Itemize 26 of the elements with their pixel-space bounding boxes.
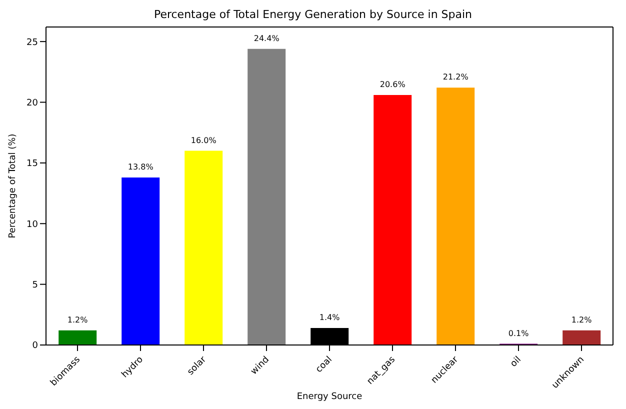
bar: [58, 330, 97, 345]
bar: [436, 88, 475, 345]
data-label: 0.1%: [508, 328, 530, 338]
y-tick-label: 15: [26, 159, 38, 170]
bar: [122, 178, 160, 345]
y-tick-label: 20: [26, 98, 38, 108]
bar: [374, 94, 412, 345]
y-tick-label: 5: [32, 280, 38, 291]
data-label: 1.4%: [319, 313, 340, 322]
data-label: 1.2%: [67, 315, 88, 324]
data-label: 24.4%: [254, 34, 280, 43]
data-label: 1.2%: [571, 315, 592, 324]
data-label: 16.0%: [190, 136, 217, 145]
y-tick-label: 25: [26, 38, 38, 48]
chart-title: Percentage of Total Energy Generation by Source in Spain: [152, 8, 474, 22]
y-tick-label: 0: [32, 341, 38, 352]
bar: [562, 330, 601, 345]
y-tick-label: 10: [26, 220, 38, 230]
x-axis-title: Energy Source: [296, 392, 363, 402]
bar: [248, 48, 286, 345]
y-axis-title: Percentage of Total (%): [8, 134, 18, 238]
x-tick-label: oil: [508, 354, 524, 370]
data-label: 13.8%: [128, 162, 154, 172]
data-label: 20.6%: [380, 80, 406, 89]
data-label: 21.2%: [442, 72, 469, 82]
bar: [184, 150, 223, 345]
